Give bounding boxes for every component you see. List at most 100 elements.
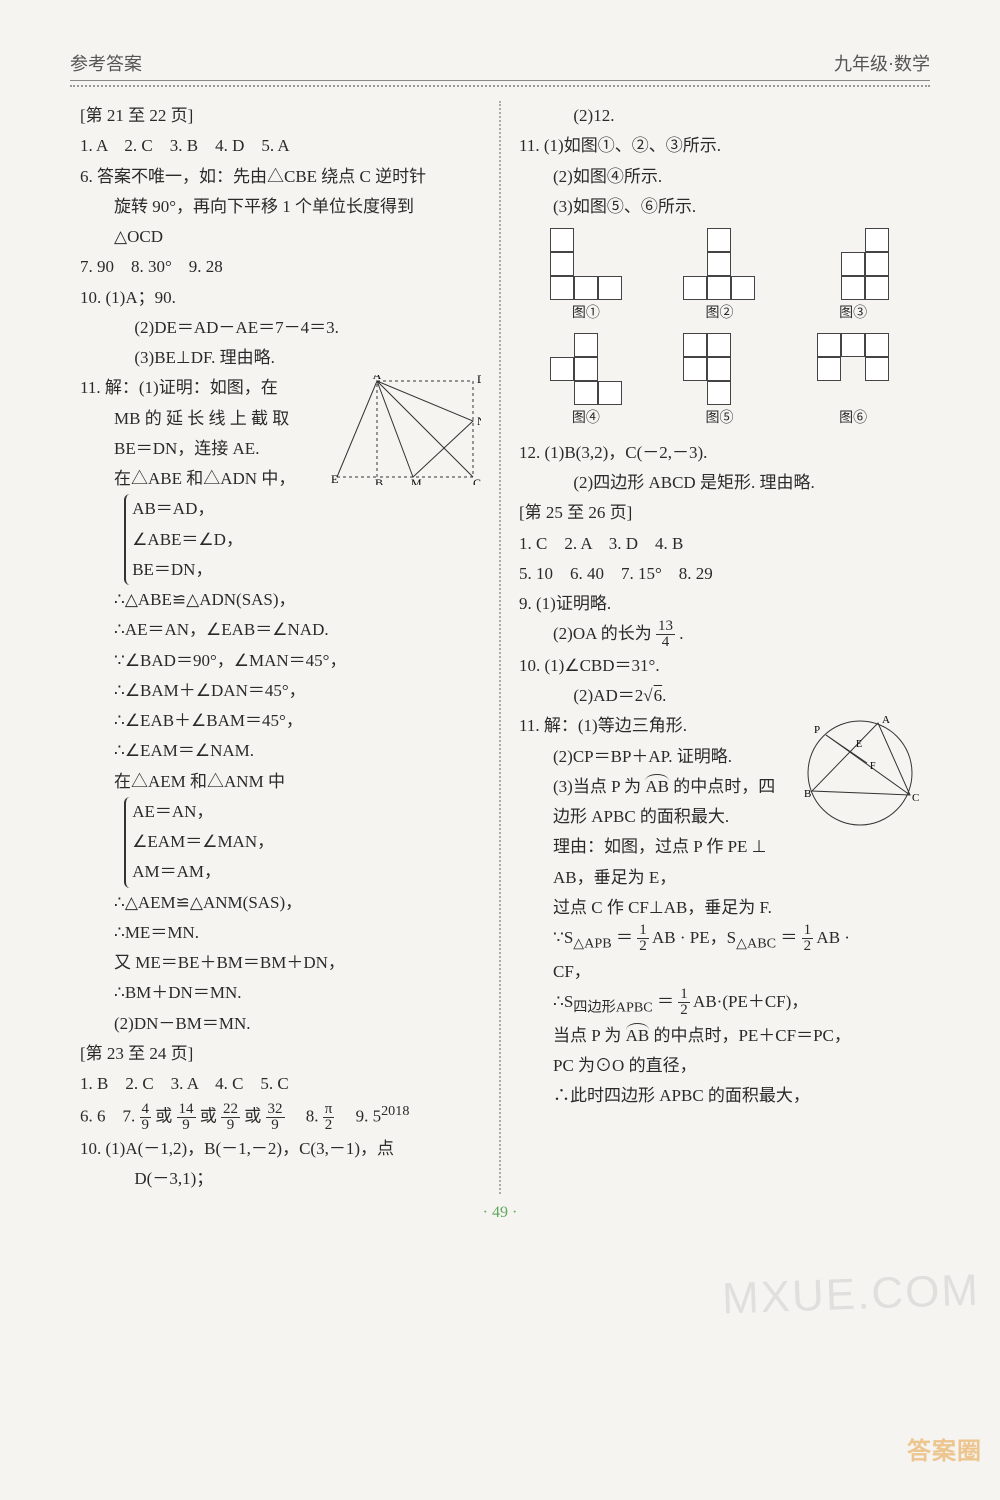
answer-line: (2)OA 的长为 134 . <box>519 619 920 651</box>
text: AB · PE，S <box>652 928 736 947</box>
text: 8. <box>289 1107 323 1126</box>
answer-line: 10. (1)A(－1,2)，B(－1,－2)，C(3,－1)，点 <box>80 1134 481 1164</box>
svg-text:A: A <box>882 714 890 726</box>
text: AB·(PE＋CF)， <box>693 992 808 1011</box>
caption: 图⑥ <box>839 407 867 432</box>
answer-line: 当点 P 为 AB 的中点时，PE＋CF＝PC， <box>519 1021 920 1051</box>
section-heading: [第 23 至 24 页] <box>80 1039 481 1069</box>
grid-cell <box>841 252 865 276</box>
text: (2)OA 的长为 <box>553 624 652 643</box>
answer-line: 10. (1)A；90. <box>80 283 481 313</box>
grid-cell <box>731 276 755 300</box>
svg-text:B: B <box>804 788 811 800</box>
answer-line: 又 ME＝BE＋BM＝BM＋DN， <box>80 948 481 978</box>
grid-cell <box>574 228 598 252</box>
answer-line: ∵S△APB ＝ 12 AB · PE，S△ABC ＝ 12 AB · <box>519 923 920 957</box>
grid-cell <box>550 252 574 276</box>
grid-cell <box>707 381 731 405</box>
superscript: 2018 <box>381 1103 409 1119</box>
answer-line: (2)如图④所示. <box>519 162 920 192</box>
polyomino-fig2 <box>683 228 755 300</box>
polyomino-row <box>519 333 920 405</box>
grid-cell <box>550 381 574 405</box>
text: 当点 P 为 <box>553 1026 626 1045</box>
text: 或 <box>244 1107 261 1126</box>
header-rule <box>70 85 930 87</box>
answer-line: 7. 90 8. 30° 9. 28 <box>80 252 481 282</box>
answer-line: ∵∠BAD＝90°，∠MAN＝45°， <box>80 646 481 676</box>
answer-line: D(－3,1)； <box>80 1164 481 1194</box>
text: AB · <box>816 928 850 947</box>
left-column: [第 21 至 22 页] 1. A 2. C 3. B 4. D 5. A 6… <box>70 101 501 1194</box>
answer-line: 过点 C 作 CF⊥AB，垂足为 F. <box>519 893 920 923</box>
grid-cell <box>731 381 755 405</box>
grid-cell <box>598 333 622 357</box>
grid-cell <box>598 252 622 276</box>
grid-cell <box>841 276 865 300</box>
grid-cell <box>574 333 598 357</box>
answer-line: 11. (1)如图①、②、③所示. <box>519 131 920 161</box>
grid-cell <box>865 381 889 405</box>
fraction: 229 <box>221 1102 240 1133</box>
answer-line: 旋转 90°，再向下平移 1 个单位长度得到 <box>80 192 481 222</box>
subscript: 四边形APBC <box>573 999 652 1015</box>
fraction: 134 <box>656 619 675 650</box>
geometry-figure-2: A P E F B C <box>790 713 920 833</box>
subscript: △ABC <box>736 936 776 952</box>
grid-cell <box>707 252 731 276</box>
svg-text:A: A <box>373 375 382 382</box>
answer-line: 在△AEM 和△ANM 中 <box>80 767 481 797</box>
grid-cell <box>817 276 841 300</box>
text: (2)AD＝2 <box>573 686 643 705</box>
page-number: · 49 · <box>70 1204 930 1222</box>
answer-line: 1. A 2. C 3. B 4. D 5. A <box>80 131 481 161</box>
svg-text:P: P <box>814 724 820 736</box>
caption: 图④ <box>572 407 600 432</box>
section-heading: [第 25 至 26 页] <box>519 498 920 528</box>
answer-line: PC 为⊙O 的直径， <box>519 1051 920 1081</box>
section-heading: [第 21 至 22 页] <box>80 101 481 131</box>
fraction: π2 <box>323 1102 335 1133</box>
grid-cell <box>865 228 889 252</box>
grid-cell <box>865 276 889 300</box>
brace-system: AB＝AD， ∠ABE＝∠D， BE＝DN， <box>124 494 243 585</box>
grid-cell <box>841 357 865 381</box>
answer-line: (2)DE＝AD－AE＝7－4＝3. <box>80 313 481 343</box>
grid-cell <box>865 252 889 276</box>
polyomino-fig3 <box>817 228 889 300</box>
text: ∵S <box>553 928 573 947</box>
fraction: 149 <box>177 1102 196 1133</box>
brace-line: BE＝DN， <box>132 555 243 585</box>
polyomino-fig1 <box>550 228 622 300</box>
grid-cell <box>683 276 707 300</box>
text: ＝ <box>657 992 678 1011</box>
brace-line: AB＝AD， <box>132 494 243 524</box>
answer-line: AB，垂足为 E， <box>519 863 920 893</box>
grid-cell <box>707 228 731 252</box>
answer-line: ∴∠EAB＋∠BAM＝45°， <box>80 706 481 736</box>
grid-cell <box>731 228 755 252</box>
answer-line: (3)BE⊥DF. 理由略. <box>80 343 481 373</box>
grid-cell <box>865 333 889 357</box>
text: 6. 6 7. <box>80 1107 140 1126</box>
arc: AB <box>626 1026 650 1045</box>
brace-line: AM＝AM， <box>132 857 274 887</box>
svg-text:C: C <box>912 792 919 804</box>
text: . <box>679 624 683 643</box>
answer-line: △OCD <box>80 222 481 252</box>
grid-cell <box>550 276 574 300</box>
caption: 图② <box>705 302 733 327</box>
answer-line: 1. C 2. A 3. D 4. B <box>519 529 920 559</box>
geometry-figure-1: A D N E B M C <box>331 375 481 485</box>
svg-text:E: E <box>331 472 338 485</box>
answer-line: 9. (1)证明略. <box>519 589 920 619</box>
fraction: 12 <box>637 923 649 954</box>
grid-cell <box>817 381 841 405</box>
fraction: 49 <box>140 1102 152 1133</box>
answer-line: (2)AD＝2√6. <box>519 681 920 711</box>
text: 或 <box>200 1107 217 1126</box>
svg-text:F: F <box>870 761 876 772</box>
text: 的中点时，PE＋CF＝PC， <box>649 1026 851 1045</box>
text: 9. 5 <box>339 1107 382 1126</box>
grid-cell <box>841 381 865 405</box>
